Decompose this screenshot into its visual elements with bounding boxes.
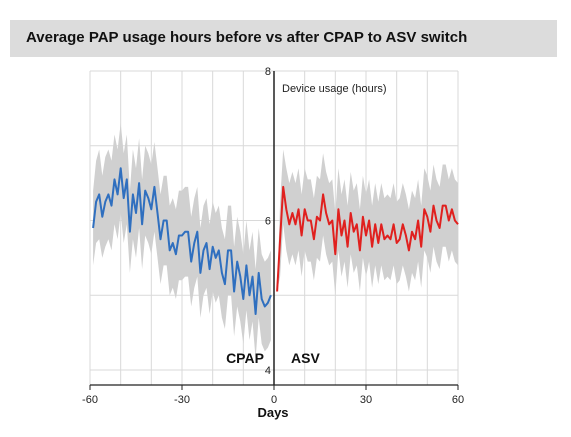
band-layer	[93, 123, 458, 359]
x-axis-label: Days	[257, 405, 288, 420]
x-tick-label: 60	[452, 394, 464, 406]
y-tick-label: 4	[265, 365, 271, 377]
asv-series-line	[276, 185, 459, 292]
x-tick-label: 30	[360, 394, 372, 406]
y-axis-label: Device usage (hours)	[282, 83, 387, 95]
x-tick-label: -60	[82, 394, 98, 406]
y-tick-label: 8	[265, 66, 271, 78]
chart-title-bar: Average PAP usage hours before vs after …	[10, 20, 557, 57]
chart-title: Average PAP usage hours before vs after …	[26, 29, 468, 46]
y-tick-label: 6	[265, 216, 271, 228]
cpap-series-line	[92, 167, 272, 315]
cpap-confidence-band	[93, 123, 271, 359]
x-tick-label: 0	[271, 394, 277, 406]
line-layer	[92, 167, 459, 315]
tick-layer: -60 -30 0 30 60 4 6 8	[82, 66, 464, 406]
asv-annotation: ASV	[291, 350, 320, 366]
x-tick-label: -30	[174, 394, 190, 406]
cpap-annotation: CPAP	[226, 350, 264, 366]
asv-confidence-band	[277, 149, 458, 296]
